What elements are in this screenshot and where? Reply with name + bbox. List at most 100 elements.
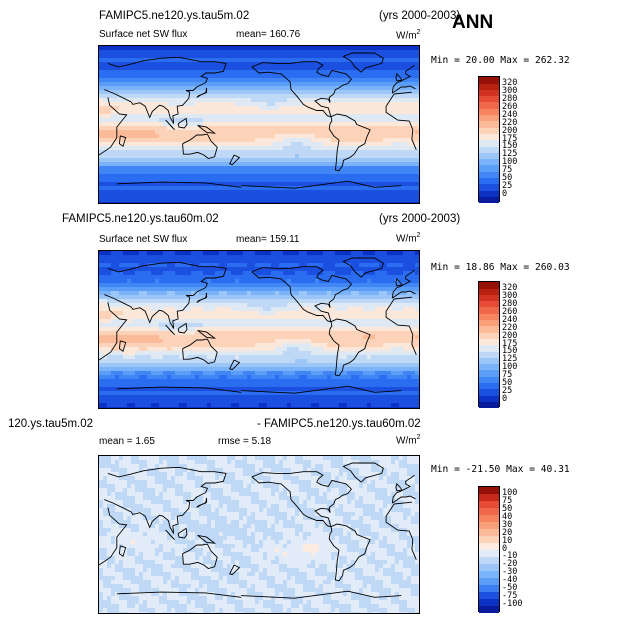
panel1-field-cell <box>231 122 236 127</box>
panel2-field-cell <box>171 291 176 296</box>
panel1-field-cell <box>203 62 208 67</box>
panel1-field-cell <box>267 66 272 71</box>
panel2-field-cell <box>263 331 268 336</box>
panel2-field-cell <box>303 299 308 304</box>
panel2-field-cell <box>119 319 124 324</box>
panel2-field-cell <box>367 255 372 260</box>
panel2-mean: mean= 159.11 <box>236 234 300 245</box>
panel2-field-cell <box>391 315 396 320</box>
panel1-field-cell <box>291 170 296 175</box>
panel1-field-cell <box>179 50 184 55</box>
panel1-field-cell <box>263 198 268 203</box>
panel1-field-cell <box>123 62 128 67</box>
panel1-field-cell <box>135 98 140 103</box>
panel1-field-cell <box>187 202 192 203</box>
panel1-field-cell <box>251 186 256 191</box>
panel1-field-cell <box>383 150 388 155</box>
panel1-field-cell <box>187 62 192 67</box>
panel2-field-cell <box>239 335 244 340</box>
panel1-field-cell <box>303 70 308 75</box>
panel1-field-cell <box>339 122 344 127</box>
panel1-field-cell <box>171 66 176 71</box>
panel1-field-cell <box>151 122 156 127</box>
panel1-field-cell <box>179 150 184 155</box>
panel1-field-cell <box>411 186 416 191</box>
panel2-field-cell <box>315 331 320 336</box>
panel1-field-cell <box>191 110 196 115</box>
panel2-field-cell <box>287 263 292 268</box>
panel2-field-cell <box>347 295 352 300</box>
panel1-field-cell <box>311 98 316 103</box>
panel1-field-cell <box>331 174 336 179</box>
panel1-field-cell <box>187 150 192 155</box>
panel1-field-cell <box>383 114 388 119</box>
panel2-field-cell <box>271 287 276 292</box>
panel1-field-cell <box>271 90 276 95</box>
panel1-field-cell <box>239 186 244 191</box>
panel2-field-cell <box>259 331 264 336</box>
panel1-field-cell <box>203 158 208 163</box>
panel1-field-cell <box>347 142 352 147</box>
panel1-field-cell <box>355 174 360 179</box>
panel1-field-cell <box>407 78 412 83</box>
panel1-field-cell <box>355 46 360 51</box>
panel1-field-cell <box>183 158 188 163</box>
panel1-field-cell <box>131 46 136 51</box>
panel1-field-cell <box>251 138 256 143</box>
panel1-field-cell <box>263 86 268 91</box>
panel1-field-cell <box>403 202 408 203</box>
panel2-field-cell <box>235 267 240 272</box>
panel2-field-cell <box>111 255 116 260</box>
panel2-field-cell <box>379 263 384 268</box>
panel1-field-cell <box>151 146 156 151</box>
panel1-field-cell <box>223 122 228 127</box>
panel1-field-cell <box>139 70 144 75</box>
panel1-field-cell <box>271 54 276 59</box>
panel2-field-cell <box>259 267 264 272</box>
panel1-field-cell <box>207 54 212 59</box>
panel1-field-cell <box>155 102 160 107</box>
panel2-field-cell <box>123 331 128 336</box>
panel2-field-cell <box>227 315 232 320</box>
panel2-field-cell <box>375 283 380 288</box>
panel2-field-cell <box>355 267 360 272</box>
panel1-field-cell <box>379 130 384 135</box>
panel2-field-cell <box>339 291 344 296</box>
panel1-field-cell <box>315 134 320 139</box>
panel1-field-cell <box>307 66 312 71</box>
panel1-field-cell <box>203 94 208 99</box>
panel1-field-cell <box>203 126 208 131</box>
panel2-field-cell <box>247 259 252 264</box>
panel1-field-cell <box>111 146 116 151</box>
panel1-field-cell <box>291 50 296 55</box>
panel1-field-cell <box>407 106 412 111</box>
panel1-field-cell <box>207 142 212 147</box>
panel1-field-cell <box>211 102 216 107</box>
panel1-field-cell <box>223 158 228 163</box>
panel1-field-cell <box>383 162 388 167</box>
panel2-field-cell <box>271 331 276 336</box>
panel1-field-cell <box>167 106 172 111</box>
panel2-field-cell <box>383 263 388 268</box>
panel2-field-cell <box>403 283 408 288</box>
panel1-field-cell <box>127 182 132 187</box>
panel2-field-cell <box>375 291 380 296</box>
panel2-field-cell <box>407 259 412 264</box>
panel1-field-cell <box>111 54 116 59</box>
panel1-field-cell <box>155 202 160 203</box>
panel1-field-cell <box>347 122 352 127</box>
panel1-field-cell <box>399 74 404 79</box>
panel1-field-cell <box>263 98 268 103</box>
panel2-field-cell <box>391 271 396 276</box>
panel1-field-cell <box>103 158 108 163</box>
panel2-field-cell <box>367 267 372 272</box>
panel1-field-cell <box>171 62 176 67</box>
panel1-field-cell <box>111 110 116 115</box>
panel2-field-cell <box>327 291 332 296</box>
panel1-field-cell <box>255 94 260 99</box>
panel2-field-cell <box>359 291 364 296</box>
panel1-field-cell <box>363 114 368 119</box>
panel1-field-cell <box>147 154 152 159</box>
panel1-field-cell <box>359 198 364 203</box>
panel1-field-cell <box>223 58 228 63</box>
